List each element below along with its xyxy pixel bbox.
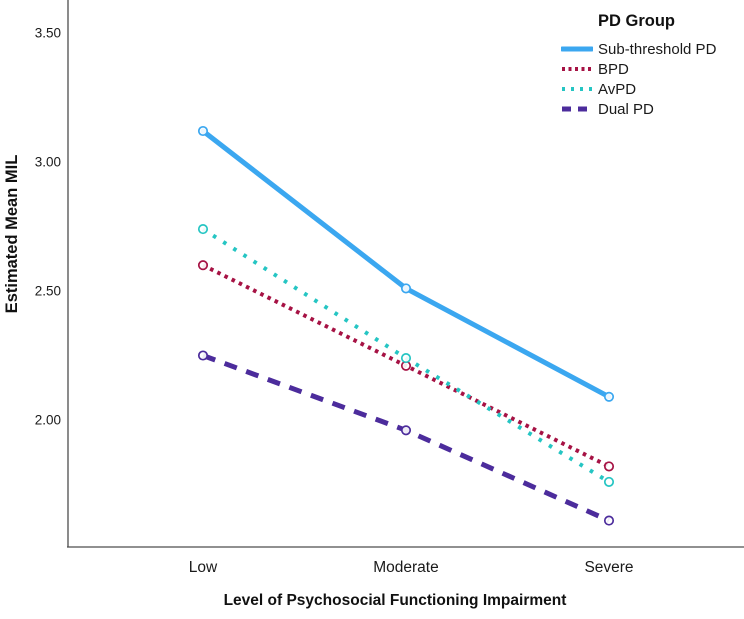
legend-item-avpd: AvPD [561, 79, 716, 99]
data-point-marker [603, 391, 615, 402]
legend-swatch-dotted-wide [562, 87, 592, 91]
y-tick-label: 3.00 [35, 155, 61, 170]
data-point-marker [603, 515, 615, 526]
legend-items: Sub-threshold PD BPD AvPD Dual PD [561, 39, 716, 119]
x-category-label: Severe [584, 559, 633, 576]
y-tick-label: 2.50 [35, 284, 61, 299]
x-category-label: Low [189, 559, 218, 576]
legend-title: PD Group [598, 12, 675, 30]
data-point-marker [400, 425, 412, 436]
data-point-marker [400, 283, 412, 294]
y-tick-label: 3.50 [35, 26, 61, 41]
y-axis-title: Estimated Mean MIL [3, 154, 21, 314]
y-tick-label: 2.00 [35, 413, 61, 428]
data-point-marker [197, 125, 209, 137]
data-point-marker [197, 260, 209, 271]
legend-swatch-dotted [562, 67, 592, 71]
legend-label: Sub-threshold PD [598, 40, 717, 58]
legend-label: BPD [598, 60, 629, 78]
x-category-label: Moderate [373, 559, 438, 576]
legend-item-sub-threshold-pd: Sub-threshold PD [561, 39, 716, 59]
legend-label: Dual PD [598, 100, 654, 118]
x-axis-title: Level of Psychosocial Functioning Impair… [223, 592, 567, 609]
legend-item-bpd: BPD [561, 59, 716, 79]
legend: PD Group Sub-threshold PD BPD AvPD Dual PD [561, 12, 716, 119]
data-point-marker [197, 224, 209, 235]
data-point-marker [603, 476, 615, 487]
data-point-marker [197, 350, 209, 361]
data-point-marker [603, 461, 615, 472]
legend-item-dual-pd: Dual PD [561, 99, 716, 119]
data-point-marker [400, 353, 412, 364]
legend-swatch-dashed [562, 106, 592, 112]
legend-label: AvPD [598, 80, 637, 98]
legend-swatch-solid [561, 46, 593, 52]
